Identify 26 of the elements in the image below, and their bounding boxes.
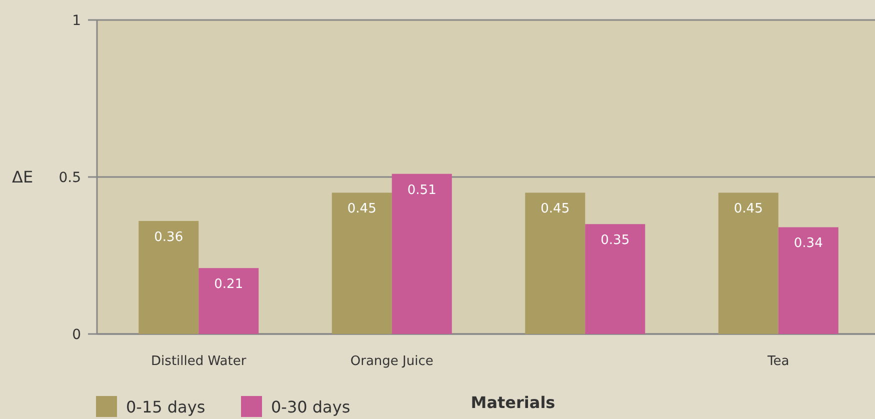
legend-label: 0-30 days [271,398,350,417]
data-label: 0.51 [407,182,436,198]
data-label: 0.36 [154,230,184,245]
x-tick-label: Orange Juice [350,354,434,369]
bar [198,268,259,334]
data-label: 0.45 [540,202,570,217]
bar [585,224,646,334]
bar [778,227,838,334]
y-axis-title: ΔE [12,168,34,187]
data-label: 0.34 [794,236,823,252]
x-axis-title: Materials [470,393,556,412]
bar [718,192,778,334]
bar [332,192,392,334]
y-tick-label: 1 [72,12,81,29]
x-tick-label: Tea [766,354,790,369]
bar [525,192,586,334]
y-tick-label: 0 [72,326,81,343]
bar [392,174,452,334]
y-tick-label: 0.5 [58,170,81,186]
data-label: 0.35 [600,233,630,248]
data-label: 0.21 [214,277,244,292]
x-tick-label: Distilled Water [151,354,247,369]
legend-label: 0-15 days [126,398,206,417]
data-label: 0.45 [734,202,763,217]
bar [138,220,199,334]
data-label: 0.45 [347,202,376,217]
